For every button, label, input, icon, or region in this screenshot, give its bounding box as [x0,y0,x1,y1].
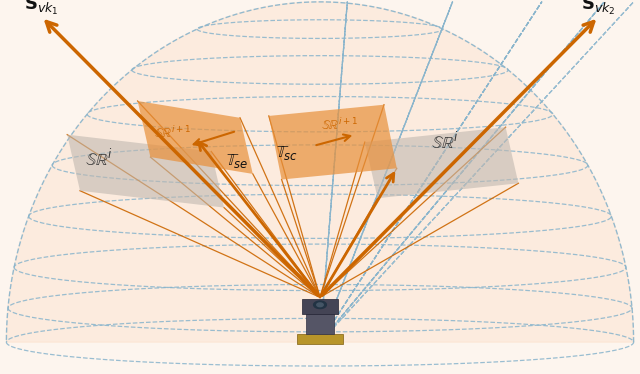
Text: $\mathbb{SR}^i$: $\mathbb{SR}^i$ [431,132,459,153]
Text: $\mathbb{T}_{sc}$: $\mathbb{T}_{sc}$ [276,144,298,162]
FancyBboxPatch shape [297,334,343,344]
Text: $\mathbb{SR}^{i+1}$: $\mathbb{SR}^{i+1}$ [321,117,358,133]
FancyBboxPatch shape [302,299,338,314]
FancyBboxPatch shape [306,313,334,334]
Polygon shape [138,101,253,174]
Text: $\mathbb{SR}^{i+1}$: $\mathbb{SR}^{i+1}$ [154,125,191,141]
Polygon shape [365,127,518,198]
Text: $\mathbb{T}_{se}$: $\mathbb{T}_{se}$ [225,152,248,170]
Circle shape [314,301,326,309]
Text: $\mathbf{S}_{vk_1}$: $\mathbf{S}_{vk_1}$ [24,0,59,17]
Text: $\mathbb{SR}^i$: $\mathbb{SR}^i$ [85,148,113,169]
Circle shape [317,303,323,307]
Polygon shape [6,2,634,342]
Text: $\mathbf{S}_{vk_2}$: $\mathbf{S}_{vk_2}$ [581,0,616,17]
Polygon shape [67,135,224,208]
Polygon shape [269,105,397,180]
